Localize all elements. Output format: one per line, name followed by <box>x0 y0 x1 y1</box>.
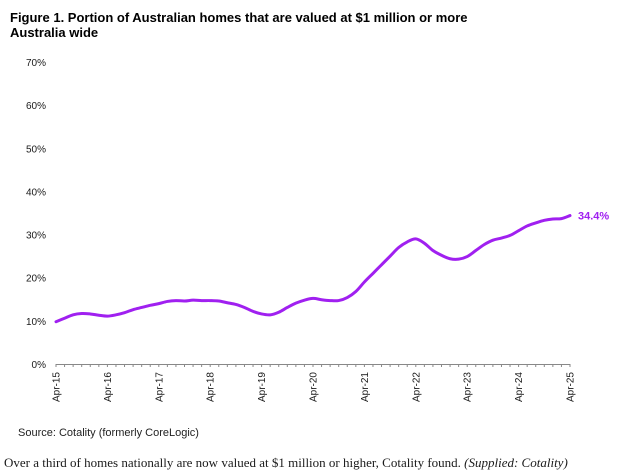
data-point <box>338 300 340 302</box>
data-point <box>64 317 66 319</box>
chart-subtitle: Australia wide <box>10 25 99 40</box>
end-value-label: 34.4% <box>578 211 609 223</box>
data-point <box>243 306 245 308</box>
data-point <box>132 309 134 311</box>
data-point <box>406 241 408 243</box>
x-tick-label: Apr-23 <box>463 372 474 402</box>
data-point <box>166 300 168 302</box>
x-tick-label: Apr-16 <box>103 372 114 402</box>
data-point <box>312 297 314 299</box>
data-point <box>475 250 477 252</box>
x-tick-label: Apr-17 <box>154 372 165 402</box>
x-tick-label: Apr-20 <box>309 372 320 402</box>
data-point <box>432 250 434 252</box>
y-tick-label: 20% <box>26 274 46 285</box>
data-point <box>141 306 143 308</box>
data-point <box>81 313 83 315</box>
data-point <box>269 314 271 316</box>
data-point <box>303 299 305 301</box>
x-tick-label: Apr-22 <box>411 372 422 402</box>
data-point <box>295 302 297 304</box>
data-point <box>72 314 74 316</box>
data-point <box>509 234 511 236</box>
data-point <box>423 242 425 244</box>
data-point <box>518 230 520 232</box>
series-group: 34.4% <box>54 211 609 324</box>
data-point <box>535 222 537 224</box>
y-tick-label: 60% <box>26 101 46 112</box>
x-tick-label: Apr-19 <box>257 372 268 402</box>
data-point <box>346 297 348 299</box>
data-point <box>543 219 545 221</box>
y-tick-label: 0% <box>32 360 47 371</box>
data-point <box>252 310 254 312</box>
data-point <box>355 291 357 293</box>
x-tick-label: Apr-21 <box>360 372 371 402</box>
data-point <box>415 238 417 240</box>
data-point <box>209 300 211 302</box>
data-point <box>261 313 263 315</box>
data-point <box>124 312 126 314</box>
data-point <box>235 303 237 305</box>
y-axis: 0% 10% 20% 30% 40% 50% 60% 70% <box>26 58 46 371</box>
data-point <box>441 254 443 256</box>
x-tick-label: Apr-15 <box>52 372 63 402</box>
x-tick-label: Apr-25 <box>566 372 577 402</box>
data-point <box>492 239 494 241</box>
data-point <box>560 218 562 220</box>
photo-caption: Over a third of homes nationally are now… <box>4 455 568 471</box>
data-point <box>363 281 365 283</box>
data-point <box>175 300 177 302</box>
x-tick-label: Apr-18 <box>206 372 217 402</box>
y-tick-label: 30% <box>26 231 46 242</box>
data-point <box>329 300 331 302</box>
data-point <box>372 272 374 274</box>
data-point <box>98 314 100 316</box>
y-tick-label: 50% <box>26 144 46 155</box>
data-point <box>389 255 391 257</box>
data-point <box>552 218 554 220</box>
data-point <box>569 215 571 217</box>
data-point <box>89 313 91 315</box>
data-point <box>321 299 323 301</box>
data-point <box>278 311 280 313</box>
data-point <box>158 303 160 305</box>
data-point <box>398 247 400 249</box>
x-tick-label: Apr-24 <box>514 372 525 402</box>
data-point <box>483 243 485 245</box>
data-point <box>466 256 468 258</box>
data-point <box>192 299 194 301</box>
data-point <box>218 300 220 302</box>
x-axis: Apr-15 Apr-16 Apr-17 Apr-18 Apr-19 Apr-20 Apr-… <box>52 364 577 402</box>
y-tick-label: 40% <box>26 187 46 198</box>
y-tick-label: 10% <box>26 317 46 328</box>
data-point <box>226 302 228 304</box>
data-point <box>184 300 186 302</box>
data-point <box>106 315 108 317</box>
data-point <box>381 264 383 266</box>
source-note: Source: Cotality (formerly CoreLogic) <box>18 427 199 439</box>
data-point <box>115 314 117 316</box>
data-point <box>526 225 528 227</box>
data-point <box>449 258 451 260</box>
data-point <box>500 237 502 239</box>
chart-title: Figure 1. Portion of Australian homes th… <box>10 10 610 40</box>
data-point <box>201 300 203 302</box>
data-point <box>55 321 57 323</box>
series-line <box>54 214 572 324</box>
chart-title-line: Figure 1. Portion of Australian homes th… <box>10 10 468 25</box>
data-point <box>149 304 151 306</box>
data-point <box>458 258 460 260</box>
y-tick-label: 70% <box>26 58 46 69</box>
caption-text: Over a third of homes nationally are now… <box>4 455 461 470</box>
data-point <box>286 306 288 308</box>
caption-credit: (Supplied: Cotality) <box>464 455 568 470</box>
